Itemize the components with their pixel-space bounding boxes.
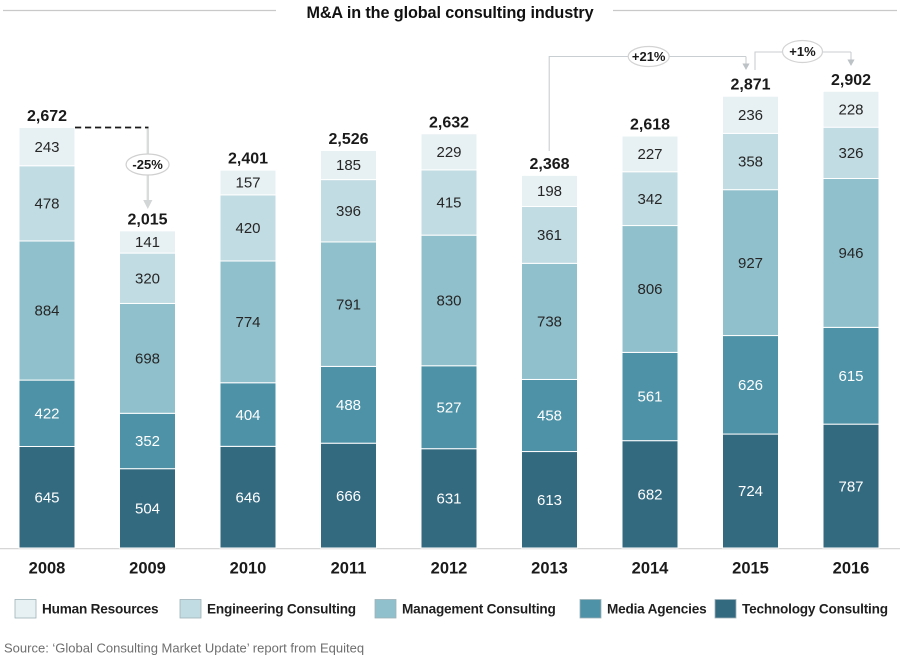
svg-text:243: 243 — [34, 139, 59, 156]
svg-text:2,902: 2,902 — [831, 72, 871, 89]
svg-text:806: 806 — [637, 281, 662, 298]
svg-text:2,526: 2,526 — [328, 131, 368, 148]
svg-text:404: 404 — [235, 407, 260, 424]
svg-text:787: 787 — [838, 478, 863, 495]
svg-text:626: 626 — [738, 377, 763, 394]
svg-text:358: 358 — [738, 154, 763, 171]
svg-text:458: 458 — [537, 408, 562, 425]
svg-text:631: 631 — [436, 491, 461, 508]
svg-text:-25%: -25% — [132, 157, 163, 172]
svg-text:415: 415 — [436, 195, 461, 212]
svg-text:185: 185 — [336, 157, 361, 174]
svg-text:396: 396 — [336, 203, 361, 220]
svg-text:228: 228 — [838, 101, 863, 118]
svg-text:478: 478 — [34, 196, 59, 213]
svg-text:682: 682 — [637, 487, 662, 504]
svg-text:646: 646 — [235, 489, 260, 506]
svg-text:724: 724 — [738, 483, 763, 500]
svg-text:229: 229 — [436, 144, 461, 161]
svg-text:320: 320 — [135, 270, 160, 287]
svg-text:361: 361 — [537, 227, 562, 244]
svg-text:738: 738 — [537, 314, 562, 331]
svg-text:2008: 2008 — [29, 560, 66, 578]
svg-text:2,871: 2,871 — [730, 77, 770, 94]
svg-text:Engineering Consulting: Engineering Consulting — [207, 602, 356, 617]
svg-text:698: 698 — [135, 351, 160, 368]
svg-text:527: 527 — [436, 399, 461, 416]
svg-text:Management Consulting: Management Consulting — [402, 602, 556, 617]
svg-text:+21%: +21% — [632, 49, 666, 64]
svg-text:2,632: 2,632 — [429, 114, 469, 131]
svg-text:884: 884 — [34, 303, 59, 320]
svg-text:774: 774 — [235, 314, 260, 331]
svg-text:2016: 2016 — [833, 560, 870, 578]
svg-text:2011: 2011 — [331, 560, 367, 578]
svg-text:M&A in the global consulting i: M&A in the global consulting industry — [306, 4, 593, 22]
svg-text:927: 927 — [738, 255, 763, 272]
svg-text:2,368: 2,368 — [529, 156, 569, 173]
svg-text:Media Agencies: Media Agencies — [607, 602, 706, 617]
svg-text:2015: 2015 — [732, 560, 769, 578]
svg-text:613: 613 — [537, 492, 562, 509]
svg-text:227: 227 — [637, 146, 662, 163]
svg-text:488: 488 — [336, 397, 361, 414]
svg-text:2009: 2009 — [129, 560, 166, 578]
svg-text:2013: 2013 — [531, 560, 568, 578]
svg-text:141: 141 — [135, 234, 160, 251]
svg-text:Human Resources: Human Resources — [42, 602, 158, 617]
svg-text:830: 830 — [436, 293, 461, 310]
svg-text:342: 342 — [637, 191, 662, 208]
svg-text:2014: 2014 — [632, 560, 670, 578]
svg-text:352: 352 — [135, 433, 160, 450]
svg-text:2,015: 2,015 — [127, 211, 167, 228]
svg-text:666: 666 — [336, 488, 361, 505]
svg-text:2,401: 2,401 — [228, 151, 268, 168]
svg-text:946: 946 — [838, 245, 863, 262]
svg-text:504: 504 — [135, 501, 160, 518]
svg-text:2,672: 2,672 — [27, 108, 67, 125]
svg-text:791: 791 — [336, 296, 361, 313]
svg-text:561: 561 — [637, 389, 662, 406]
svg-text:Technology Consulting: Technology Consulting — [742, 602, 888, 617]
svg-text:326: 326 — [838, 145, 863, 162]
svg-text:+1%: +1% — [789, 44, 816, 59]
svg-text:422: 422 — [34, 405, 59, 422]
svg-text:2,618: 2,618 — [630, 117, 670, 134]
svg-text:615: 615 — [838, 368, 863, 385]
svg-text:Source: ‘Global Consulting Mar: Source: ‘Global Consulting Market Update… — [4, 641, 364, 656]
svg-text:2012: 2012 — [431, 560, 468, 578]
svg-text:157: 157 — [235, 175, 260, 192]
svg-text:236: 236 — [738, 107, 763, 124]
svg-text:645: 645 — [34, 489, 59, 506]
svg-text:420: 420 — [235, 220, 260, 237]
svg-text:198: 198 — [537, 183, 562, 200]
svg-text:2010: 2010 — [230, 560, 267, 578]
